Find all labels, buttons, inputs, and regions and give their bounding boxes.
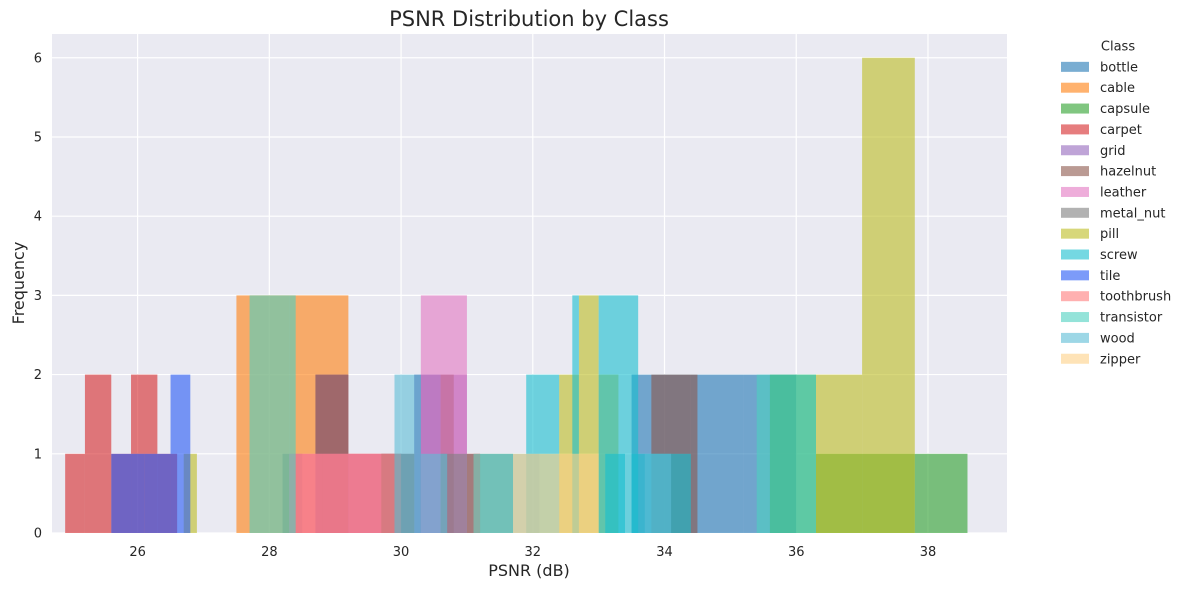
legend-swatch <box>1061 82 1089 93</box>
legend-label: wood <box>1100 331 1135 346</box>
legend-label: zipper <box>1100 352 1141 367</box>
bar-carpet <box>65 453 85 533</box>
x-tick-label: 30 <box>393 545 410 560</box>
legend-swatch <box>1061 291 1089 302</box>
x-tick-label: 36 <box>788 545 805 560</box>
bar-pill <box>862 57 915 534</box>
legend-label: capsule <box>1100 102 1150 117</box>
legend-swatch <box>1061 270 1089 281</box>
legend-swatch <box>1061 353 1089 364</box>
series-transistor <box>249 295 816 533</box>
legend-swatch <box>1061 228 1089 239</box>
legend-swatch <box>1061 186 1089 197</box>
bar-zipper <box>513 453 560 533</box>
legend-label: toothbrush <box>1100 290 1171 305</box>
x-tick-label: 34 <box>656 545 673 560</box>
bar-tile <box>131 453 145 533</box>
bar-transistor <box>249 295 296 533</box>
series-zipper <box>513 453 599 533</box>
series-tile <box>111 374 191 533</box>
bar-transistor <box>473 453 514 533</box>
y-tick-label: 3 <box>34 289 42 304</box>
legend-label: transistor <box>1100 311 1163 326</box>
bar-toothbrush <box>289 453 349 533</box>
y-tick-label: 0 <box>34 527 42 542</box>
legend-swatch <box>1061 249 1089 260</box>
legend: Class bottle cable capsule carpet grid hazelnu… <box>1061 40 1171 367</box>
legend-swatch <box>1061 207 1089 218</box>
bar-pill <box>816 374 863 533</box>
legend-label: tile <box>1100 269 1120 284</box>
legend-swatch <box>1061 61 1089 72</box>
x-axis-label: PSNR (dB) <box>488 561 570 580</box>
legend-swatch <box>1061 166 1089 177</box>
bar-screw <box>572 295 579 533</box>
legend-swatch <box>1061 124 1089 135</box>
bar-carpet <box>84 374 112 533</box>
bar-toothbrush <box>348 453 402 533</box>
bar-screw <box>605 453 625 533</box>
bar-zipper <box>559 453 599 533</box>
legend-label: screw <box>1100 248 1138 263</box>
legend-label: cable <box>1100 81 1135 96</box>
y-tick-label: 1 <box>34 447 42 462</box>
y-tick-label: 2 <box>34 368 42 383</box>
y-tick-label: 4 <box>34 210 42 225</box>
legend-swatch <box>1061 103 1089 114</box>
bar-wood <box>644 453 672 533</box>
legend-label: pill <box>1100 227 1119 242</box>
x-tick-label: 26 <box>129 545 146 560</box>
legend-swatch <box>1061 312 1089 323</box>
legend-label: hazelnut <box>1100 165 1156 180</box>
bar-wood <box>420 453 448 533</box>
bar-tile <box>170 374 191 533</box>
legend-label: bottle <box>1100 60 1138 75</box>
legend-swatch <box>1061 332 1089 343</box>
histogram-bars <box>65 57 968 534</box>
bar-tile <box>111 453 132 533</box>
y-tick-label: 6 <box>34 51 42 66</box>
x-tick-label: 32 <box>525 545 542 560</box>
legend-label: grid <box>1100 144 1125 159</box>
bar-transistor <box>756 374 816 533</box>
legend-title: Class <box>1101 40 1135 55</box>
legend-label: carpet <box>1100 123 1142 138</box>
y-axis-label: Frequency <box>9 242 28 325</box>
bar-tile <box>144 453 171 533</box>
bar-bottle <box>690 374 744 533</box>
x-tick-label: 28 <box>261 545 278 560</box>
bar-wood <box>394 374 421 533</box>
legend-swatch <box>1061 145 1089 156</box>
chart-title: PSNR Distribution by Class <box>389 7 669 31</box>
legend-label: metal_nut <box>1100 206 1165 221</box>
bar-capsule <box>914 453 968 533</box>
legend-label: leather <box>1100 185 1147 200</box>
x-tick-label: 38 <box>920 545 937 560</box>
y-tick-label: 5 <box>34 130 42 145</box>
